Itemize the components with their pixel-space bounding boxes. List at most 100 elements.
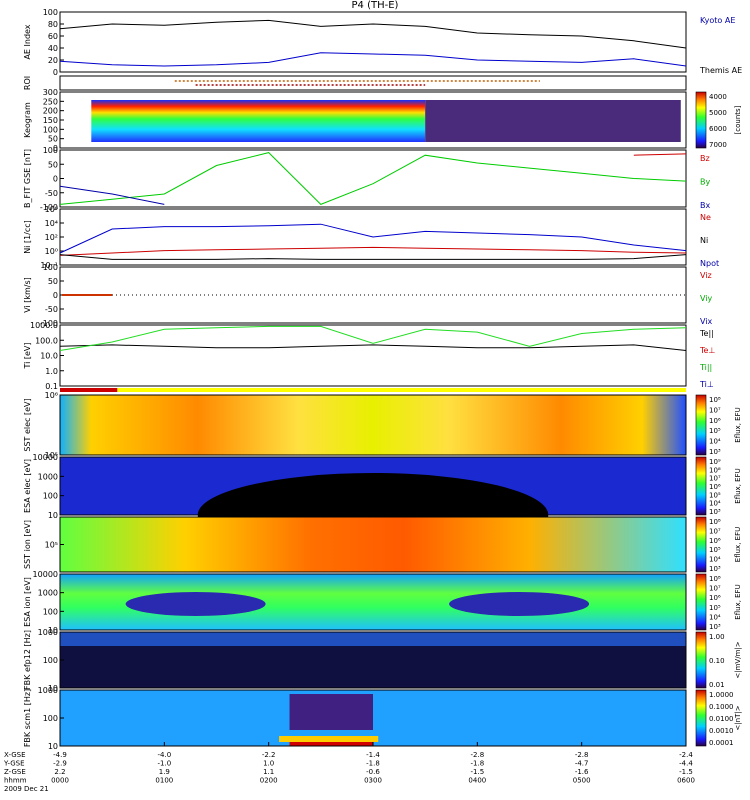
keogram-ytick-label: 200 bbox=[43, 107, 58, 116]
sst_e-spectrogram bbox=[60, 395, 686, 455]
bfit-ytick-label: 0 bbox=[53, 175, 58, 184]
footer-x-value: -4.9 bbox=[53, 751, 67, 759]
ti-ytick-label: 10.0 bbox=[40, 352, 58, 361]
esa_e-colorbar bbox=[695, 456, 707, 516]
esa_i-ytick-label: 1000 bbox=[38, 589, 58, 598]
footer-x-value: -2.8 bbox=[575, 751, 589, 759]
esa_i-ytick-label: 10 bbox=[48, 626, 58, 635]
ae-ytick-label: 60 bbox=[48, 32, 58, 41]
ti-ytick-label: 1000.0 bbox=[30, 321, 58, 330]
fbk_e-ytick-label: 10 bbox=[48, 684, 58, 693]
ae-legend-0: Kyoto AE bbox=[700, 16, 735, 25]
ti-par-line bbox=[59, 325, 687, 351]
keogram-ytick-label: 0 bbox=[53, 144, 58, 153]
vi-legend-1: Viy bbox=[700, 294, 713, 303]
footer-x-value: -2.4 bbox=[679, 751, 693, 759]
footer-y-value: -4.7 bbox=[575, 760, 589, 768]
roi-ylabel: ROI bbox=[23, 76, 32, 90]
bfit-frame bbox=[59, 149, 687, 208]
keogram-colorbar bbox=[695, 91, 707, 149]
footer-row-label-0: X-GSE bbox=[4, 751, 26, 759]
fbk-b-red-band bbox=[289, 742, 373, 746]
sst_i-cbar-tick: 10⁴ bbox=[709, 556, 721, 564]
esa_e-cbar-tick: 10⁹ bbox=[709, 458, 721, 466]
te-par-line bbox=[59, 344, 687, 351]
themis-ae-line bbox=[59, 52, 687, 67]
footer-y-value: -1.8 bbox=[366, 760, 380, 768]
fbk_e-ylabel: FBK efp12 [Hz] bbox=[23, 630, 32, 690]
keogram-ytick-label: 100 bbox=[43, 125, 58, 134]
sst_e-ytick-label: 10⁶ bbox=[45, 391, 58, 400]
ti-ylabel: Ti [eV] bbox=[23, 342, 32, 369]
footer-z-value: -0.6 bbox=[366, 768, 380, 776]
footer-time-value: 0100 bbox=[155, 777, 173, 785]
sst_i-colorbar bbox=[695, 516, 707, 573]
keogram-ytick-label: 300 bbox=[43, 88, 58, 97]
footer-z-value: -1.5 bbox=[679, 768, 693, 776]
mode-bar-yellow bbox=[117, 388, 687, 392]
sst_i-cbar-tick: 10⁶ bbox=[709, 537, 721, 545]
esa_e-ytick-label: 10000 bbox=[33, 453, 58, 462]
esa_i-cbar-tick: 10⁶ bbox=[709, 594, 721, 602]
footer-z-value: 1.1 bbox=[263, 768, 274, 776]
ne-line bbox=[59, 246, 687, 256]
keogram-ytick-label: 150 bbox=[43, 116, 58, 125]
npot-line bbox=[59, 254, 687, 260]
fbk_e-cbar-tick: 0.10 bbox=[709, 657, 725, 665]
bz-line bbox=[633, 153, 687, 156]
sst_e-cbar-tick: 10³ bbox=[709, 448, 721, 456]
sst_e-frame bbox=[59, 394, 687, 456]
ti-legend-0: Te|| bbox=[699, 329, 714, 338]
vi-ytick-label: 0 bbox=[53, 291, 58, 300]
sst_i-cbar-label: Eflux, EFU bbox=[734, 527, 742, 562]
fbk_b-ytick-label: 100 bbox=[43, 714, 58, 723]
footer-time-value: 0200 bbox=[260, 777, 278, 785]
by-line bbox=[59, 152, 687, 205]
sst_e-cbar-label: Eflux, EFU bbox=[734, 407, 742, 442]
ni-ytick-label: 10⁻¹ bbox=[40, 261, 58, 270]
esa_i-cbar-tick: 10⁴ bbox=[709, 613, 721, 621]
fbk_e-ytick-label: 100 bbox=[43, 656, 58, 665]
fbk_e-colorbar bbox=[695, 631, 707, 689]
keogram-cbar-tick: 4000 bbox=[709, 93, 727, 101]
sst_i-cbar-tick: 10⁷ bbox=[709, 527, 721, 535]
esa_e-cbar-tick: 10³ bbox=[709, 508, 721, 516]
bfit-legend-1: By bbox=[700, 178, 710, 187]
esa_e-cbar-tick: 10⁸ bbox=[709, 466, 721, 474]
esa_i-ytick-label: 100 bbox=[43, 607, 58, 616]
fbk_b-ytick-label: 10 bbox=[48, 742, 58, 751]
footer-time-value: 0400 bbox=[468, 777, 486, 785]
sst_e-cbar-tick: 10⁶ bbox=[709, 417, 721, 425]
fbk_b-cbar-tick: 0.0001 bbox=[709, 739, 734, 747]
ti-legend-2: Ti|| bbox=[699, 363, 712, 372]
esa_e-cbar-tick: 10⁴ bbox=[709, 500, 721, 508]
keogram-ylabel: Keogram bbox=[23, 102, 32, 138]
esa-i-blob-left bbox=[125, 592, 266, 616]
fbk_e-cbar-tick: 0.01 bbox=[709, 681, 725, 689]
ni-legend-2: Npot bbox=[700, 259, 719, 268]
footer-x-value: -2.8 bbox=[470, 751, 484, 759]
footer-z-value: -1.6 bbox=[575, 768, 589, 776]
fbk_e-ytick-label: 1000 bbox=[38, 628, 58, 637]
footer-y-value: 1.0 bbox=[263, 760, 274, 768]
fbk_b-colorbar bbox=[695, 689, 707, 747]
fbk-b-dark-block bbox=[289, 694, 373, 730]
sst_e-cbar-tick: 10⁷ bbox=[709, 406, 721, 414]
bfit-ytick-label: -100 bbox=[40, 203, 58, 212]
footer-time-value: 0000 bbox=[51, 777, 69, 785]
sst_i-ytick-label: 10⁵ bbox=[45, 541, 58, 550]
mode-bar-red bbox=[60, 388, 118, 392]
ni-legend-1: Ni bbox=[700, 236, 708, 245]
sst_i-ylabel: SST ion [eV] bbox=[23, 520, 32, 569]
esa_e-ytick-label: 100 bbox=[43, 492, 58, 501]
ae-ytick-label: 100 bbox=[43, 8, 58, 17]
footer-z-value: 1.9 bbox=[159, 768, 170, 776]
esa_e-ytick-label: 1000 bbox=[38, 472, 58, 481]
footer-y-value: -1.8 bbox=[470, 760, 484, 768]
fbk_e-cbar-label: <|mV/m|> bbox=[734, 641, 742, 678]
ae-ylabel: AE Index bbox=[23, 24, 32, 59]
keogram-cbar-label: [counts] bbox=[734, 105, 742, 134]
esa_i-frame bbox=[59, 573, 687, 631]
vi-ylabel: Vi [km/s] bbox=[23, 277, 32, 313]
keogram-ytick-label: 50 bbox=[48, 135, 58, 144]
